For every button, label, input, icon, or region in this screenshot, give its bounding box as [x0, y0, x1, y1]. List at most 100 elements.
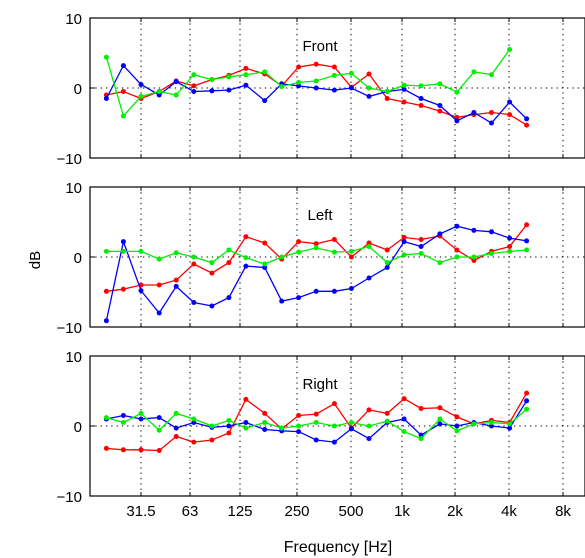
data-point	[348, 420, 354, 425]
data-point	[401, 86, 407, 92]
data-point	[524, 122, 530, 128]
y-tick-label: −10	[57, 489, 82, 506]
data-point	[418, 237, 424, 242]
data-point	[173, 410, 179, 416]
data-point	[489, 72, 494, 78]
data-point	[507, 421, 513, 427]
data-point	[366, 436, 372, 442]
data-point	[524, 222, 530, 228]
data-point	[331, 72, 337, 78]
data-point	[313, 241, 319, 247]
data-point	[120, 413, 126, 418]
x-tick-label: 250	[284, 503, 309, 520]
data-point	[524, 390, 530, 396]
data-point	[366, 275, 372, 281]
data-point	[120, 239, 126, 245]
data-point	[507, 425, 513, 431]
data-point	[191, 89, 197, 94]
data-point	[331, 439, 337, 445]
data-point	[209, 423, 215, 429]
data-point	[313, 437, 319, 443]
data-point	[226, 247, 232, 253]
data-point	[296, 83, 302, 89]
data-point	[313, 420, 319, 425]
data-point	[366, 407, 372, 413]
data-point	[401, 99, 407, 105]
data-point	[262, 420, 268, 425]
data-point	[262, 98, 268, 104]
data-point	[384, 247, 390, 253]
data-point	[209, 77, 215, 83]
data-point	[489, 251, 494, 256]
data-point	[191, 300, 197, 305]
data-point	[191, 416, 197, 422]
data-point	[138, 447, 144, 453]
series-line-2	[105, 49, 511, 118]
data-point	[454, 114, 460, 120]
data-point	[437, 231, 443, 237]
series-line-0	[106, 224, 528, 292]
data-point	[296, 423, 302, 429]
series-line-0	[106, 63, 527, 126]
data-point	[103, 415, 109, 421]
data-point	[524, 398, 530, 404]
data-point	[401, 82, 407, 88]
data-point	[437, 108, 443, 114]
data-point	[437, 405, 443, 411]
series-line-1	[105, 64, 528, 124]
y-tick-label: 10	[65, 349, 82, 366]
data-point	[454, 247, 460, 253]
data-point	[296, 239, 302, 245]
data-point	[489, 110, 494, 115]
data-point	[156, 427, 162, 433]
data-point	[296, 249, 302, 255]
data-point	[103, 445, 109, 451]
x-tick-label: 8k	[555, 503, 571, 520]
data-point	[348, 286, 354, 291]
y-tick-label: 0	[74, 419, 82, 436]
data-point	[507, 112, 513, 118]
data-point	[296, 79, 302, 85]
y-tick-label: 10	[65, 11, 82, 28]
data-point	[454, 89, 460, 95]
data-point	[331, 87, 337, 93]
data-point	[331, 423, 337, 429]
data-point	[384, 410, 390, 416]
y-tick-label: 0	[74, 81, 82, 98]
data-point	[243, 255, 249, 261]
data-point	[348, 70, 354, 76]
data-point	[279, 425, 285, 431]
data-point	[454, 254, 460, 260]
data-point	[209, 437, 215, 443]
data-point	[348, 85, 354, 91]
data-point	[331, 288, 337, 294]
data-point	[156, 92, 162, 98]
data-point	[209, 270, 215, 276]
data-point	[331, 64, 337, 70]
data-point	[173, 434, 179, 439]
data-point	[279, 84, 285, 90]
data-point	[348, 248, 354, 254]
data-point	[507, 47, 513, 52]
series-group	[103, 390, 530, 453]
data-point	[103, 288, 109, 294]
panel-left: 10 0 −10 Left	[57, 180, 585, 337]
x-tick-label: 2k	[447, 503, 463, 520]
data-point	[489, 229, 494, 235]
panel-title: Front	[302, 38, 338, 55]
data-point	[437, 421, 443, 427]
data-point	[331, 401, 337, 407]
data-point	[226, 260, 232, 266]
data-point	[348, 254, 354, 260]
data-point	[120, 447, 126, 453]
x-axis-label: Frequency [Hz]	[284, 539, 392, 556]
data-point	[226, 423, 232, 429]
data-point	[454, 428, 460, 434]
data-point	[138, 288, 144, 294]
data-point	[524, 406, 530, 412]
data-point	[366, 71, 372, 77]
x-tick-label: 4k	[501, 503, 517, 520]
data-point	[191, 439, 197, 445]
data-point	[209, 303, 215, 309]
